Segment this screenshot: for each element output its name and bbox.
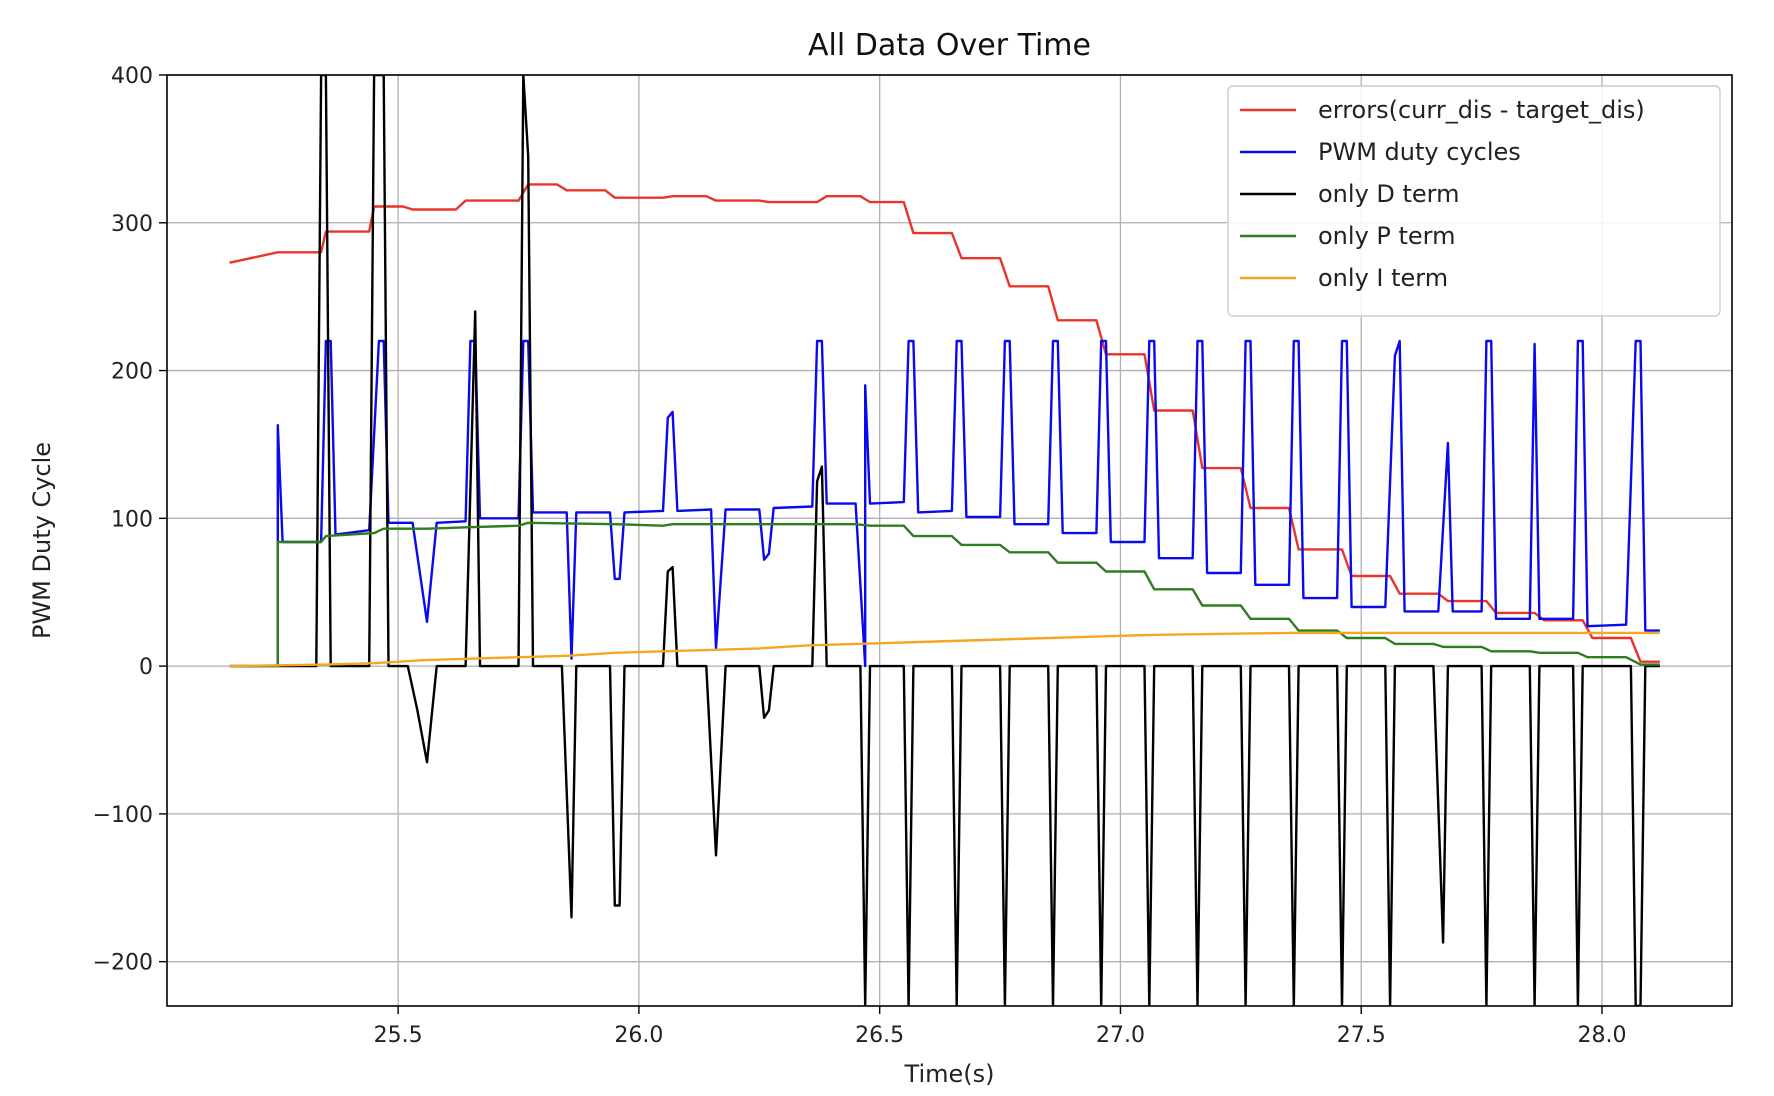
y-tick-label: −100	[93, 803, 153, 828]
legend-label: only D term	[1318, 180, 1460, 208]
y-tick-label: 0	[139, 655, 153, 680]
series-layer	[229, 75, 1660, 1006]
legend-label: only P term	[1318, 222, 1456, 250]
x-tick-label: 26.0	[614, 1023, 663, 1048]
y-tick-label: 400	[111, 64, 153, 89]
y-tick-label: 300	[111, 212, 153, 237]
series-line-0	[229, 183, 1660, 663]
grid	[167, 74, 1732, 1006]
legend-label: PWM duty cycles	[1318, 138, 1521, 166]
series-line-2	[229, 75, 1660, 1006]
x-tick-label: 27.5	[1337, 1023, 1386, 1048]
x-tick-label: 27.0	[1096, 1023, 1145, 1048]
y-tick-label: 200	[111, 360, 153, 385]
x-tick-label: 26.5	[855, 1023, 904, 1048]
x-tick-label: 28.0	[1577, 1023, 1626, 1048]
y-axis-title: PWM Duty Cycle	[28, 442, 56, 639]
chart-title: All Data Over Time	[808, 28, 1091, 63]
legend-box	[1227, 85, 1721, 317]
legend-label: only I term	[1318, 264, 1448, 292]
series-line-4	[229, 631, 1660, 668]
legend-label: errors(curr_dis - target_dis)	[1318, 96, 1645, 124]
ticks: 25.5 26.0 26.5 27.0 27.5 28.0 −200 −100 0 100 200 3…	[93, 64, 1627, 1048]
y-tick-label: −200	[93, 951, 153, 976]
y-tick-label: 100	[111, 507, 153, 532]
series-line-3	[229, 521, 1660, 668]
x-tick-label: 25.5	[374, 1023, 423, 1048]
x-axis-title: Time(s)	[904, 1060, 995, 1088]
plot-frame	[166, 74, 1733, 1007]
legend: errors(curr_dis - target_dis) PWM duty cy…	[1227, 85, 1721, 317]
